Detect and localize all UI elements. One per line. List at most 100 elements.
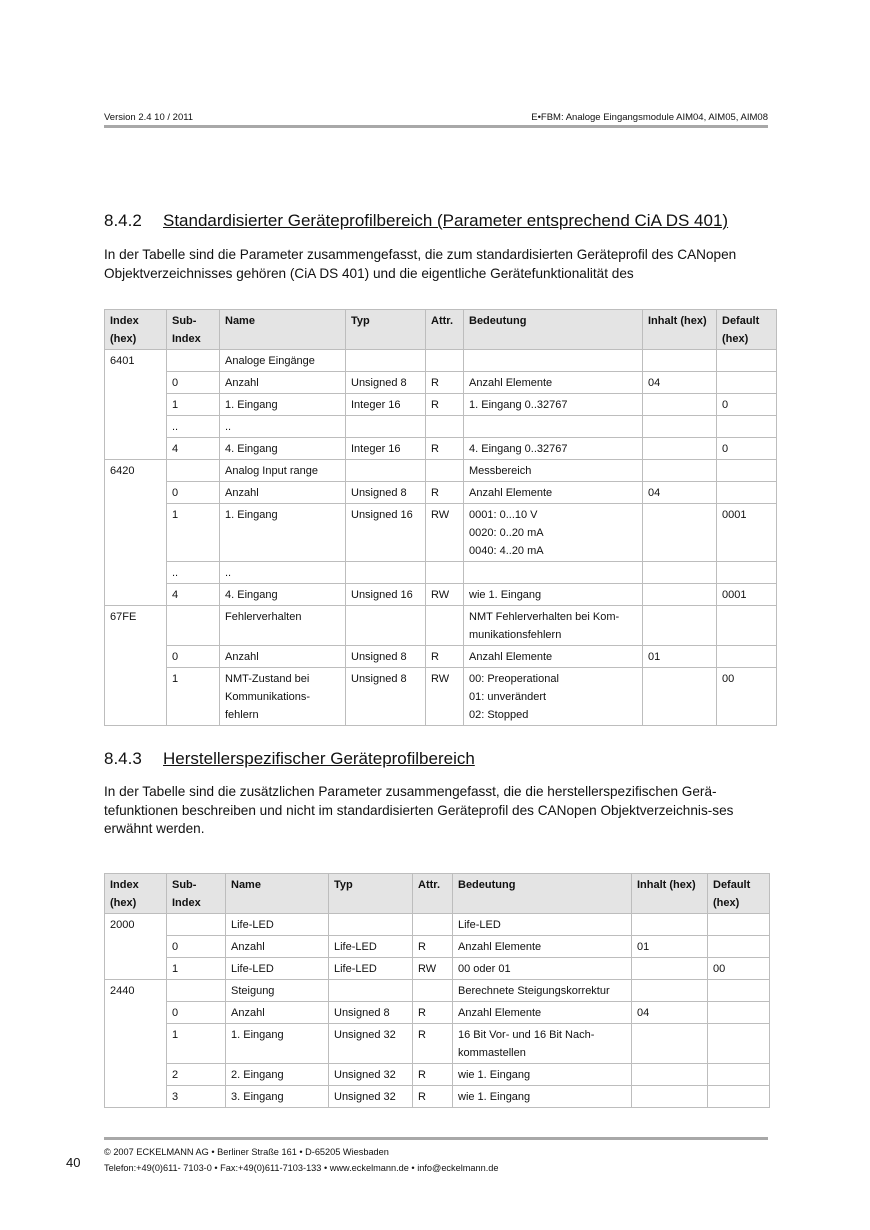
table-cell: R <box>412 1063 453 1086</box>
table-cell <box>716 459 777 482</box>
table-cell: Unsigned 8 <box>345 371 426 394</box>
table-cell: Life-LED <box>452 913 632 936</box>
header-title: E•FBM: Analoge Eingangsmodule AIM04, AIM… <box>531 112 768 123</box>
table-cell <box>716 371 777 394</box>
page-number: 40 <box>66 1155 81 1170</box>
table-cell: 04 <box>631 1001 708 1024</box>
column-header: Name <box>225 873 329 914</box>
table-cell: Integer 16 <box>345 437 426 460</box>
table-cell: 3. Eingang <box>225 1085 329 1108</box>
header-row: Index (hex) Sub- Index Name Typ Attr. Bedeutu… <box>104 309 777 350</box>
table-cell <box>642 459 717 482</box>
table-cell: Anzahl Elemente <box>452 1001 632 1024</box>
table-row: .... <box>105 415 777 438</box>
column-header: Attr. <box>425 309 464 350</box>
table-cell: 4 <box>166 583 220 606</box>
table-row: .... <box>105 561 777 584</box>
table-cell <box>412 913 453 936</box>
table-cell: 16 Bit Vor- und 16 Bit Nach- kommastelle… <box>452 1023 632 1064</box>
table-cell: 1. Eingang <box>219 393 346 416</box>
table-cell: 1 <box>166 393 220 416</box>
table-row: 4 4. Eingang Unsigned 16 RW wie 1. Eingang 00… <box>105 583 777 606</box>
table-cell: 01 <box>631 935 708 958</box>
table-cell: .. <box>219 415 346 438</box>
table-cell: R <box>412 1001 453 1024</box>
table-cell: Unsigned 32 <box>328 1023 413 1064</box>
table-cell: 0 <box>166 645 220 668</box>
table-cell: Unsigned 8 <box>345 645 426 668</box>
table-cell <box>707 913 770 936</box>
table-cell: 1 <box>166 503 220 562</box>
table-cell: 1. Eingang <box>225 1023 329 1064</box>
table-cell: R <box>425 481 464 504</box>
table-cell: 04 <box>642 371 717 394</box>
column-header: Index (hex) <box>104 873 167 914</box>
table-cell: R <box>412 1023 453 1064</box>
index-cell: 67FE <box>104 605 167 726</box>
table-cell: Life-LED <box>225 957 329 980</box>
table-cell <box>345 349 426 372</box>
footer-rule <box>104 1137 768 1140</box>
table-cell <box>463 415 643 438</box>
column-header: Default (hex) <box>716 309 777 350</box>
column-header: Inhalt (hex) <box>631 873 708 914</box>
header-row: Index (hex) Sub- Index Name Typ Attr. Bedeutu… <box>104 873 770 914</box>
table-cell <box>166 979 226 1002</box>
table-row: 0 Anzahl Unsigned 8 R Anzahl Elemente 04 <box>105 1001 770 1024</box>
table-row: 0 Anzahl Life-LED R Anzahl Elemente 01 <box>105 935 770 958</box>
table-cell <box>642 583 717 606</box>
table-cell <box>642 437 717 460</box>
table-cell: 0001 <box>716 503 777 562</box>
table-cell: RW <box>425 503 464 562</box>
table-cell <box>642 503 717 562</box>
table-cell: Unsigned 32 <box>328 1063 413 1086</box>
parameter-table-ds401: Index (hex) Sub- Index Name Typ Attr. Bedeutu… <box>104 309 777 726</box>
table-cell: R <box>412 935 453 958</box>
table-cell: 1. Eingang <box>219 503 346 562</box>
table-cell <box>642 393 717 416</box>
section-text: In der Tabelle sind die zusätzlichen Par… <box>104 784 734 836</box>
table-row: 1 Life-LED Life-LED RW 00 oder 01 00 <box>105 957 770 980</box>
table-row: 0 Anzahl Unsigned 8 R Anzahl Elemente 01 <box>105 645 777 668</box>
table-cell: RW <box>425 667 464 726</box>
table-cell <box>716 349 777 372</box>
footer-address: © 2007 ECKELMANN AG • Berliner Straße 16… <box>104 1147 389 1157</box>
table-cell <box>631 1063 708 1086</box>
table-cell <box>425 415 464 438</box>
table-cell: Unsigned 8 <box>345 481 426 504</box>
table-cell <box>166 605 220 646</box>
section-heading-843: 8.4.3 Herstellerspezifischer Geräteprofil… <box>104 749 475 769</box>
table-cell: .. <box>166 415 220 438</box>
table-cell: Unsigned 32 <box>328 1085 413 1108</box>
table-cell: R <box>425 393 464 416</box>
table-cell: wie 1. Eingang <box>463 583 643 606</box>
table-cell <box>716 561 777 584</box>
column-header: Index (hex) <box>104 309 167 350</box>
table-cell <box>328 979 413 1002</box>
table-cell <box>707 1063 770 1086</box>
table-cell <box>345 415 426 438</box>
table-cell <box>345 459 426 482</box>
table-cell: Steigung <box>225 979 329 1002</box>
table-cell <box>716 415 777 438</box>
column-header: Name <box>219 309 346 350</box>
table-cell <box>716 481 777 504</box>
table-cell: 0 <box>166 1001 226 1024</box>
section-heading-842: 8.4.2 Standardisierter Geräteprofilbereic… <box>104 211 728 231</box>
parameter-table-manufacturer: Index (hex) Sub- Index Name Typ Attr. Bedeutu… <box>104 873 770 1108</box>
table-row: 0 Anzahl Unsigned 8 R Anzahl Elemente 04 <box>105 481 777 504</box>
table-cell <box>463 349 643 372</box>
table-cell: 4. Eingang <box>219 583 346 606</box>
table-cell: 0 <box>166 371 220 394</box>
table-cell: R <box>425 371 464 394</box>
table-cell: Anzahl <box>219 371 346 394</box>
table-cell <box>642 415 717 438</box>
table-cell: Anzahl Elemente <box>463 371 643 394</box>
table-cell <box>642 349 717 372</box>
table-cell: Unsigned 16 <box>345 503 426 562</box>
table-cell: NMT-Zustand bei Kommunikations- fehlern <box>219 667 346 726</box>
table-row: 6420 Analog Input range Messbereich <box>104 459 777 606</box>
table-cell <box>425 459 464 482</box>
